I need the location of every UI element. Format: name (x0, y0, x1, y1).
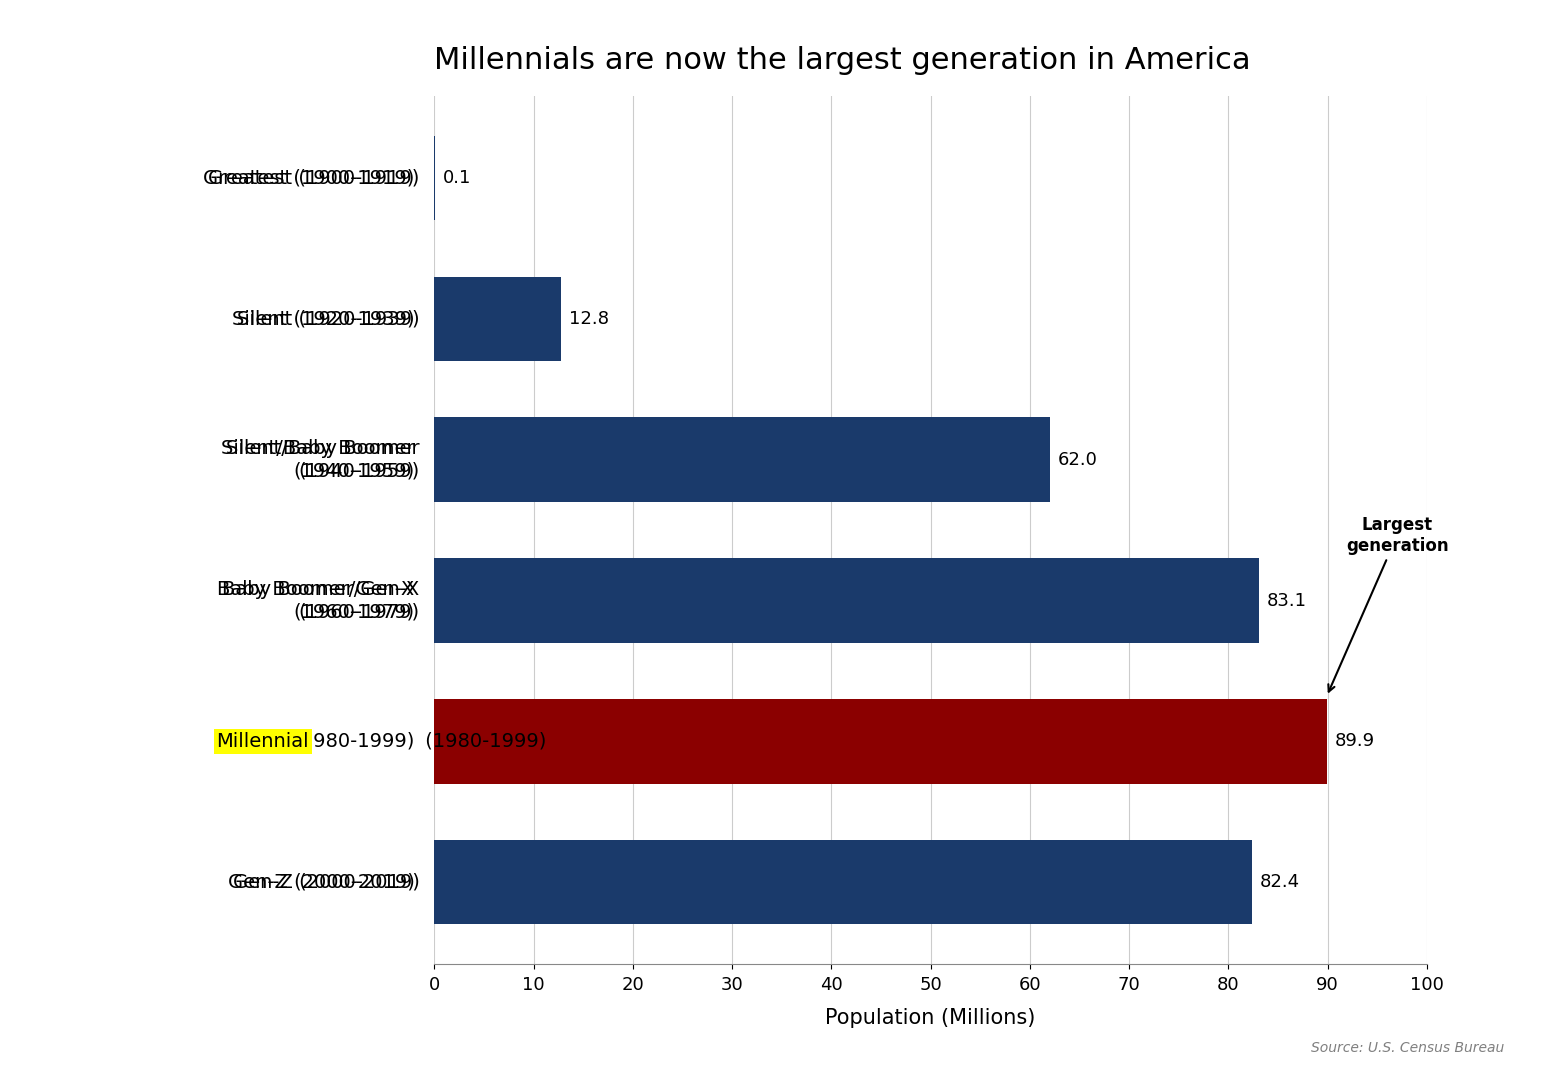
Text: Gen-Z (2000-2019): Gen-Z (2000-2019) (233, 873, 419, 892)
Text: Baby Boomer/Gen-X
(1960-1979): Baby Boomer/Gen-X (1960-1979) (217, 580, 414, 621)
Text: Millennial: Millennial (217, 731, 309, 751)
Text: 62.0: 62.0 (1058, 451, 1098, 469)
Text: Baby Boomer/Gen-X
(1960-1979): Baby Boomer/Gen-X (1960-1979) (222, 580, 419, 621)
Text: Greatest (1900-1919): Greatest (1900-1919) (203, 168, 414, 187)
Text: 0.1: 0.1 (444, 169, 472, 187)
Bar (434, 840, 1252, 924)
Text: Greatest (1900-1919): Greatest (1900-1919) (208, 168, 419, 187)
Text: (1980-1999): (1980-1999) (287, 731, 414, 751)
Text: Largest
generation: Largest generation (1328, 516, 1449, 692)
Bar (434, 418, 1050, 502)
Text: Gen-Z (2000-2019): Gen-Z (2000-2019) (228, 873, 414, 892)
Text: 82.4: 82.4 (1259, 873, 1300, 891)
Text: Silent (1920-1939): Silent (1920-1939) (237, 310, 419, 329)
X-axis label: Population (Millions): Population (Millions) (825, 1008, 1036, 1027)
Text: Silent/Baby Boomer
(1940-1959): Silent/Baby Boomer (1940-1959) (220, 439, 414, 480)
Bar (434, 558, 1259, 643)
Text: Millennials are now the largest generation in America: Millennials are now the largest generati… (434, 46, 1252, 75)
Text: 89.9: 89.9 (1334, 733, 1374, 751)
Text: 83.1: 83.1 (1267, 591, 1307, 609)
Bar (434, 699, 1326, 784)
Text: (1980-1999): (1980-1999) (419, 731, 548, 751)
Bar (434, 276, 561, 361)
Text: 12.8: 12.8 (569, 310, 610, 328)
Text: Silent/Baby Boomer
(1940-1959): Silent/Baby Boomer (1940-1959) (226, 439, 419, 480)
Text: Source: U.S. Census Bureau: Source: U.S. Census Bureau (1311, 1041, 1504, 1055)
Text: Silent (1920-1939): Silent (1920-1939) (231, 310, 414, 329)
